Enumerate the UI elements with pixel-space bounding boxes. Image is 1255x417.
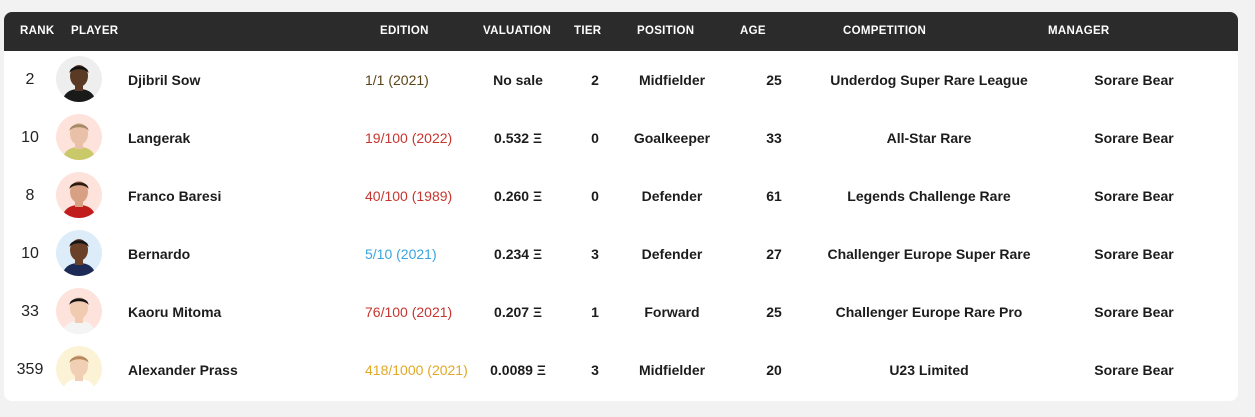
tier-cell: 1 xyxy=(591,304,599,320)
manager-cell[interactable]: Sorare Bear xyxy=(1094,362,1174,378)
table-row[interactable]: 10 Langerak 19/100 (2022) 0.532 Ξ 0 Goal… xyxy=(4,109,1238,167)
rank-cell: 2 xyxy=(25,71,35,88)
player-name[interactable]: Djibril Sow xyxy=(128,72,201,88)
header-rank[interactable]: RANK xyxy=(20,25,55,37)
header-valuation[interactable]: VALUATION xyxy=(483,25,552,37)
player-avatar[interactable] xyxy=(56,172,102,218)
table-row[interactable]: 8 Franco Baresi 40/100 (1989) 0.260 Ξ 0 … xyxy=(4,167,1238,225)
header-edition[interactable]: EDITION xyxy=(380,25,429,37)
player-name[interactable]: Langerak xyxy=(128,130,191,146)
rank-cell: 33 xyxy=(21,303,39,320)
position-cell: Goalkeeper xyxy=(633,130,711,146)
table-row[interactable]: 10 Bernardo 5/10 (2021) 0.234 Ξ 3 Defend… xyxy=(4,225,1238,283)
player-avatar[interactable] xyxy=(56,56,102,102)
tier-cell: 0 xyxy=(591,130,599,146)
table-row[interactable]: 2 Djibril Sow 1/1 (2021) No sale 2 Midfi… xyxy=(4,51,1238,109)
rank-cell: 10 xyxy=(21,245,39,262)
tier-cell: 0 xyxy=(591,188,599,204)
edition-cell: 19/100 (2022) xyxy=(365,130,453,146)
header-position[interactable]: POSITION xyxy=(637,25,695,37)
edition-cell: 5/10 (2021) xyxy=(365,246,437,262)
header-competition[interactable]: COMPETITION xyxy=(843,25,927,37)
edition-cell: 40/100 (1989) xyxy=(365,188,453,204)
table-row[interactable]: 359 Alexander Prass 418/1000 (2021) 0.00… xyxy=(4,341,1238,399)
rank-cell: 10 xyxy=(21,129,39,146)
age-cell: 33 xyxy=(766,130,782,146)
player-table: RANK PLAYER EDITION VALUATION TIER POSIT… xyxy=(4,12,1238,401)
competition-cell: All-Star Rare xyxy=(886,130,972,146)
edition-cell: 418/1000 (2021) xyxy=(365,362,468,378)
age-cell: 27 xyxy=(766,246,782,262)
header-manager[interactable]: MANAGER xyxy=(1048,25,1110,37)
player-avatar[interactable] xyxy=(56,288,102,334)
age-cell: 25 xyxy=(766,304,782,320)
position-cell: Midfielder xyxy=(638,362,706,378)
age-cell: 25 xyxy=(766,72,782,88)
tier-cell: 3 xyxy=(591,246,599,262)
manager-cell[interactable]: Sorare Bear xyxy=(1094,246,1174,262)
valuation-cell: No sale xyxy=(493,72,543,88)
header-player[interactable]: PLAYER xyxy=(71,25,119,37)
table-row[interactable]: 33 Kaoru Mitoma 76/100 (2021) 0.207 Ξ 1 … xyxy=(4,283,1238,341)
age-cell: 61 xyxy=(766,188,782,204)
valuation-cell: 0.532 Ξ xyxy=(494,130,542,146)
player-avatar[interactable] xyxy=(56,346,102,392)
table-header: RANK PLAYER EDITION VALUATION TIER POSIT… xyxy=(4,12,1238,51)
header-tier[interactable]: TIER xyxy=(574,25,602,37)
valuation-cell: 0.260 Ξ xyxy=(494,188,542,204)
tier-cell: 2 xyxy=(591,72,599,88)
manager-cell[interactable]: Sorare Bear xyxy=(1094,130,1174,146)
header-age[interactable]: AGE xyxy=(740,25,766,37)
player-name[interactable]: Kaoru Mitoma xyxy=(128,304,222,320)
manager-cell[interactable]: Sorare Bear xyxy=(1094,304,1174,320)
competition-cell: Challenger Europe Rare Pro xyxy=(835,304,1023,320)
tier-cell: 3 xyxy=(591,362,599,378)
player-name[interactable]: Bernardo xyxy=(128,246,191,262)
position-cell: Defender xyxy=(641,188,703,204)
edition-cell: 1/1 (2021) xyxy=(365,72,429,88)
competition-cell: Legends Challenge Rare xyxy=(847,188,1011,204)
player-name[interactable]: Alexander Prass xyxy=(128,362,238,378)
position-cell: Forward xyxy=(644,304,700,320)
rank-cell: 359 xyxy=(16,361,44,378)
player-avatar[interactable] xyxy=(56,114,102,160)
player-avatar[interactable] xyxy=(56,230,102,276)
edition-cell: 76/100 (2021) xyxy=(365,304,453,320)
competition-cell: U23 Limited xyxy=(889,362,969,378)
player-name[interactable]: Franco Baresi xyxy=(128,188,222,204)
position-cell: Midfielder xyxy=(638,72,706,88)
competition-cell: Underdog Super Rare League xyxy=(830,72,1028,88)
valuation-cell: 0.207 Ξ xyxy=(494,304,542,320)
valuation-cell: 0.234 Ξ xyxy=(494,246,542,262)
valuation-cell: 0.0089 Ξ xyxy=(490,362,546,378)
position-cell: Defender xyxy=(641,246,703,262)
competition-cell: Challenger Europe Super Rare xyxy=(827,246,1031,262)
rank-cell: 8 xyxy=(25,187,35,204)
manager-cell[interactable]: Sorare Bear xyxy=(1094,72,1174,88)
age-cell: 20 xyxy=(766,362,782,378)
manager-cell[interactable]: Sorare Bear xyxy=(1094,188,1174,204)
